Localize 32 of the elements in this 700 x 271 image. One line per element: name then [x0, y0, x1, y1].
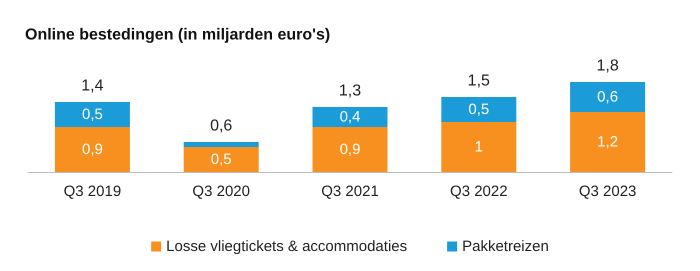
bar [184, 147, 259, 172]
bar [441, 97, 516, 122]
x-tick-label: Q3 2021 [321, 183, 379, 200]
bar [441, 122, 516, 172]
x-tick-label: Q3 2022 [450, 183, 508, 200]
bar [570, 112, 646, 172]
bar [54, 102, 130, 127]
bar [570, 82, 646, 112]
bar [312, 107, 388, 127]
data-label: 0,5 [210, 151, 232, 168]
chart-title: Online bestedingen (in miljarden euro's) [25, 26, 330, 44]
x-tick-label: Q3 2023 [578, 183, 636, 200]
data-label: 1,2 [597, 134, 618, 150]
data-label: 0,9 [340, 141, 360, 158]
data-label: 0,5 [82, 106, 103, 123]
total-label: 1,3 [338, 82, 362, 100]
x-tick-label: Q3 2019 [64, 183, 122, 200]
data-label: 0,9 [82, 141, 103, 158]
data-label: 0,4 [340, 108, 360, 126]
total-label: 1,5 [468, 72, 490, 90]
data-label: 1 [474, 138, 483, 156]
legend-label: Pakketreizen [462, 238, 549, 255]
total-label: 1,4 [81, 78, 104, 94]
x-tick-label: Q3 2020 [192, 183, 250, 200]
legend-label: Losse vliegtickets & accommodaties [166, 238, 408, 255]
total-label: 1,8 [596, 58, 619, 74]
data-label: 0,5 [468, 101, 490, 118]
bar [184, 142, 259, 147]
total-label: 0,6 [210, 118, 232, 134]
bar [54, 127, 130, 172]
bar [312, 127, 388, 172]
data-label: 0,6 [597, 88, 618, 106]
